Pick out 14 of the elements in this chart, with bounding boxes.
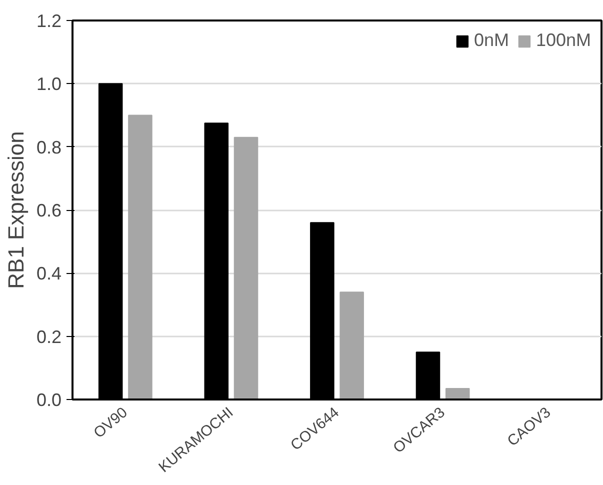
y-tick-label: 0.8 (36, 137, 62, 158)
legend-label: 100nM (536, 30, 591, 51)
y-tick-label: 0.4 (36, 264, 62, 284)
y-tick-label: 1.2 (36, 11, 62, 31)
bar (234, 136, 258, 400)
bar (445, 388, 470, 400)
y-tick-label: 0.6 (36, 200, 62, 220)
y-axis-title: RB1 Expression (3, 131, 28, 289)
y-tick-label: 0.2 (36, 326, 62, 347)
bar (128, 114, 152, 400)
y-tick-label: 0.0 (36, 390, 62, 410)
y-tick-label: 1.0 (36, 74, 62, 94)
bar (340, 292, 364, 400)
legend-label: 0nM (474, 30, 509, 51)
